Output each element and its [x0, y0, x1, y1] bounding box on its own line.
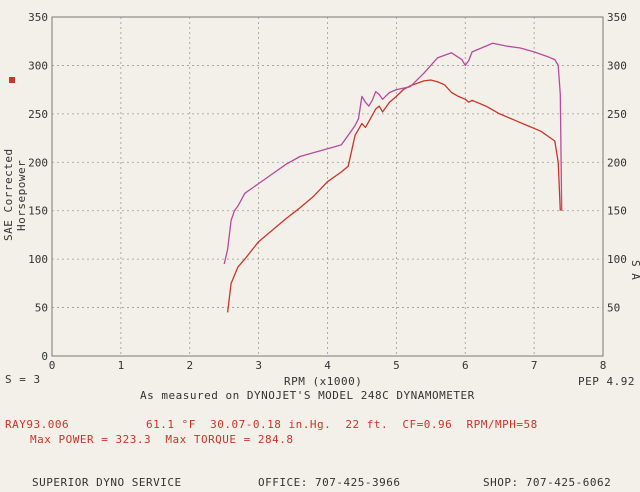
x-tick-labels: 0 1 2 3 4 5 6 7 8 — [49, 359, 607, 372]
y-left-tick-label: 200 — [28, 156, 48, 169]
measurement-note: As measured on DYNOJET'S MODEL 248C DYNA… — [140, 389, 475, 402]
y-right-tick-label: 250 — [607, 108, 627, 121]
y-right-tick-label: 200 — [607, 156, 627, 169]
max-values-line: Max POWER = 323.3 Max TORQUE = 284.8 — [30, 433, 294, 446]
x-tick-label: 4 — [324, 359, 331, 372]
conditions-line: 61.1 °F 30.07-0.18 in.Hg. 22 ft. CF=0.96… — [146, 418, 538, 431]
y-left-tick-label: 50 — [35, 302, 48, 315]
x-tick-label: 3 — [255, 359, 262, 372]
series-line-1 — [226, 79, 561, 313]
x-tick-label: 2 — [186, 359, 193, 372]
chart-series — [223, 42, 563, 313]
y-right-tick-label: 50 — [607, 302, 620, 315]
y-right-tick-label: 350 — [607, 11, 627, 24]
y-left-tick-label: 250 — [28, 108, 48, 121]
y-axis-label: SAE Corrected Horsepower — [2, 148, 28, 242]
y-left-tick-label: 0 — [41, 350, 48, 363]
y-right-tick-label: 150 — [607, 205, 627, 218]
shop-name: SUPERIOR DYNO SERVICE — [32, 476, 182, 489]
x-tick-label: 7 — [531, 359, 538, 372]
office-phone: OFFICE: 707-425-3966 — [258, 476, 401, 489]
shop-phone: SHOP: 707-425-6062 — [483, 476, 612, 489]
x-tick-label: 6 — [462, 359, 469, 372]
x-tick-label: 5 — [393, 359, 400, 372]
y-left-tick-label: 150 — [28, 205, 48, 218]
y-left-tick-label: 300 — [28, 59, 48, 72]
run-id: RAY93.006 — [5, 418, 70, 431]
chart-grid — [51, 16, 604, 357]
y-left-tick-label: 350 — [28, 11, 48, 24]
y-axis-right-label-fragment: S A — [630, 260, 640, 280]
legend-marker — [9, 77, 15, 83]
x-tick-label: 1 — [118, 359, 125, 372]
y-left-tick-labels: 0 50 100 150 200 250 300 350 — [28, 11, 48, 363]
y-right-tick-label: 300 — [607, 59, 627, 72]
x-tick-label: 0 — [49, 359, 56, 372]
scale-label: S = 3 — [5, 373, 41, 386]
y-right-tick-label: 100 — [607, 253, 627, 266]
x-tick-label: 8 — [600, 359, 607, 372]
pep-label: PEP 4.92 — [578, 375, 635, 388]
y-left-tick-label: 100 — [28, 253, 48, 266]
y-right-tick-labels: 50 100 150 200 250 300 350 — [607, 11, 627, 315]
x-axis-label: RPM (x1000) — [284, 375, 363, 388]
series-line-2 — [223, 42, 563, 265]
